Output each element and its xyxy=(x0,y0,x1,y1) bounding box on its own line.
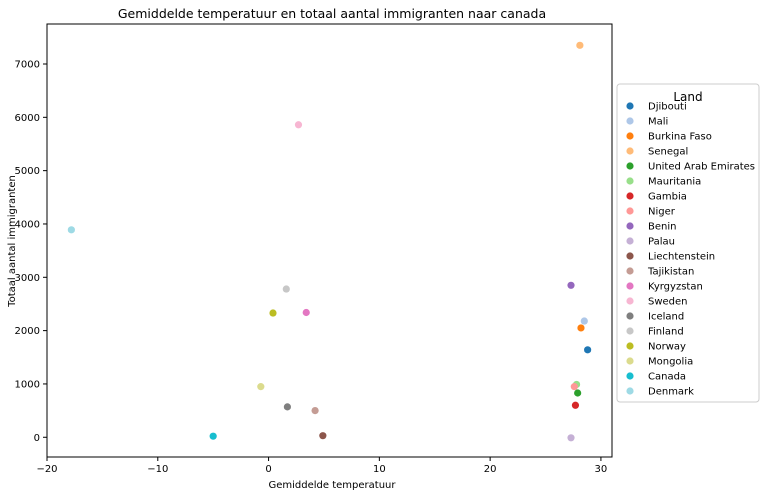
data-point-senegal xyxy=(576,41,584,49)
x-tick-label: 30 xyxy=(595,464,608,475)
data-point-canada xyxy=(209,432,217,440)
legend-label: Iceland xyxy=(648,312,684,323)
y-tick-label: 7000 xyxy=(15,59,40,70)
data-point-liechtenstein xyxy=(319,432,327,440)
legend-label: Mali xyxy=(648,117,668,128)
legend-marker xyxy=(626,162,634,170)
legend-marker xyxy=(626,252,634,260)
legend-label: Canada xyxy=(648,372,686,383)
legend-marker xyxy=(626,312,634,320)
data-point-iceland xyxy=(283,403,292,411)
legend-marker xyxy=(626,237,634,245)
data-point-denmark xyxy=(67,226,75,234)
legend-label: Finland xyxy=(648,327,684,338)
legend-marker xyxy=(626,117,634,125)
legend-marker xyxy=(626,222,634,230)
legend-marker xyxy=(626,177,634,185)
legend-label: Mauritania xyxy=(648,177,701,188)
x-axis: −20 −10 0 10 20 30 xyxy=(36,457,607,475)
legend-label: Gambia xyxy=(648,192,687,203)
x-tick-label: 20 xyxy=(484,464,497,475)
data-point-mongolia xyxy=(257,383,265,391)
legend-label: Benin xyxy=(648,222,676,233)
legend-marker xyxy=(626,297,634,305)
legend-label: Sweden xyxy=(648,297,688,308)
legend-label: Senegal xyxy=(648,147,688,158)
data-point-djibouti xyxy=(584,346,592,354)
legend-label: Palau xyxy=(648,237,675,248)
x-tick-label: 10 xyxy=(373,464,386,475)
legend-frame xyxy=(616,83,760,403)
data-point-united-arab-emirates xyxy=(574,389,582,397)
data-points xyxy=(67,41,592,442)
y-tick-label: 2000 xyxy=(15,326,40,337)
legend-label: Mongolia xyxy=(648,357,693,368)
y-tick-label: 3000 xyxy=(15,273,40,284)
x-tick-label: −20 xyxy=(36,464,57,475)
y-tick-label: 1000 xyxy=(15,379,40,390)
plot-frame xyxy=(46,23,613,458)
legend-label: Denmark xyxy=(648,387,694,398)
legend-label: Niger xyxy=(648,207,676,218)
data-point-tajikistan xyxy=(311,407,319,415)
legend-marker xyxy=(626,387,634,395)
x-tick-label: −10 xyxy=(147,464,168,475)
legend-label: United Arab Emirates xyxy=(648,162,755,173)
legend-items: Djibouti Mali Burkina Faso Senegal United Ar… xyxy=(626,102,755,398)
legend-label: Kyrgyzstan xyxy=(648,282,703,293)
data-point-burkina-faso xyxy=(577,324,585,332)
y-tick-label: 5000 xyxy=(15,166,40,177)
legend-label: Norway xyxy=(648,342,686,353)
legend-marker xyxy=(626,372,634,380)
legend-marker xyxy=(626,147,634,155)
legend-marker xyxy=(626,267,634,275)
y-axis: 0 1000 2000 3000 4000 5000 6000 7000 xyxy=(15,59,47,444)
legend-label: Burkina Faso xyxy=(648,132,712,143)
legend-marker xyxy=(626,327,634,335)
legend-marker xyxy=(626,342,634,350)
legend-title: Land xyxy=(673,90,702,104)
y-tick-label: 0 xyxy=(34,433,40,444)
data-point-finland xyxy=(282,285,290,293)
data-point-gambia xyxy=(571,401,580,409)
data-point-norway xyxy=(269,309,277,317)
legend-label: Tajikistan xyxy=(647,267,694,278)
legend-label: Liechtenstein xyxy=(648,252,715,263)
legend-marker xyxy=(626,102,634,110)
plot-area xyxy=(46,23,613,458)
legend: Land Djibouti Mali Burkina Faso Senegal Unit… xyxy=(616,83,760,403)
data-point-benin xyxy=(567,281,575,289)
data-point-mali xyxy=(580,317,588,325)
legend-marker xyxy=(626,282,634,290)
legend-marker xyxy=(626,207,634,215)
y-axis-label: Totaal aantal immigranten xyxy=(7,175,18,308)
chart-title: Gemiddelde temperatuur en totaal aantal … xyxy=(118,6,546,21)
legend-marker xyxy=(626,132,634,140)
data-point-kyrgyzstan xyxy=(302,308,310,317)
y-tick-label: 4000 xyxy=(15,219,40,230)
y-tick-label: 6000 xyxy=(15,113,40,124)
x-tick-label: 0 xyxy=(265,464,271,475)
legend-marker xyxy=(626,192,634,200)
legend-label: Djibouti xyxy=(648,102,687,113)
data-point-sweden xyxy=(294,121,303,129)
data-point-palau xyxy=(567,434,575,442)
x-axis-label: Gemiddelde temperatuur xyxy=(269,480,397,491)
legend-marker xyxy=(626,357,634,365)
data-point-niger xyxy=(570,383,578,391)
